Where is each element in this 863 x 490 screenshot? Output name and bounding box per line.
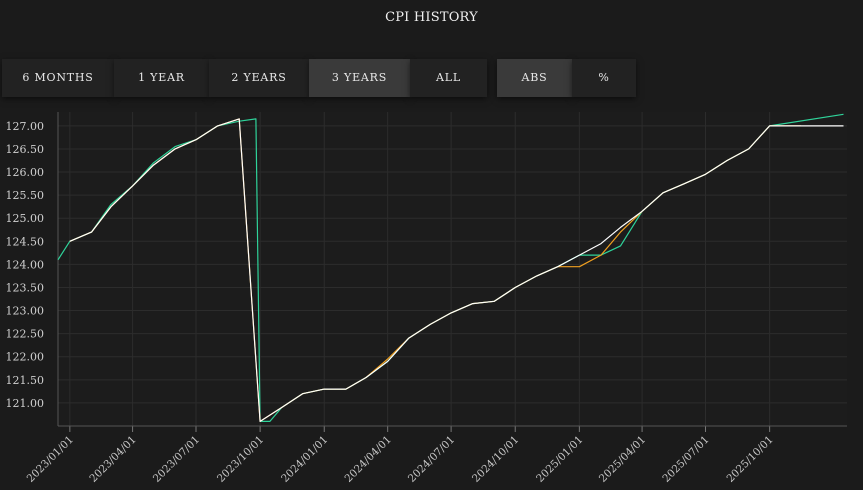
range-button-6-months[interactable]: 6 MONTHS <box>2 59 114 97</box>
range-button-all[interactable]: ALL <box>410 59 487 97</box>
chart-area: 121.00 121.50 122.00 122.50 123.00 123.50 124.… <box>0 106 863 490</box>
chart-title: CPI HISTORY <box>385 10 478 25</box>
mode-selector: ABS % <box>497 59 636 97</box>
y-tick-label: 123.00 <box>6 305 45 318</box>
mode-button-percent[interactable]: % <box>572 59 636 97</box>
y-tick-label: 125.50 <box>6 189 45 202</box>
y-tick-label: 126.00 <box>6 166 45 179</box>
range-button-1-year[interactable]: 1 YEAR <box>114 59 209 97</box>
mode-button-abs[interactable]: ABS <box>497 59 572 97</box>
x-tick-label: 2023/10/01 <box>215 434 266 485</box>
x-tick-label: 2023/04/01 <box>87 434 138 485</box>
y-tick-label: 122.00 <box>6 351 45 364</box>
y-tick-label: 124.00 <box>6 258 45 271</box>
x-tick-label: 2025/10/01 <box>724 434 775 485</box>
y-tick-label: 127.00 <box>6 120 45 133</box>
y-tick-label: 122.50 <box>6 328 45 341</box>
x-tick-label: 2025/01/01 <box>534 434 585 485</box>
y-tick-label: 126.50 <box>6 143 45 156</box>
range-button-2-years[interactable]: 2 YEARS <box>209 59 309 97</box>
x-tick-label: 2024/01/01 <box>279 434 330 485</box>
range-selector: 6 MONTHS 1 YEAR 2 YEARS 3 YEARS ALL <box>2 59 487 97</box>
x-tick-label: 2024/07/01 <box>406 434 457 485</box>
y-tick-label: 124.50 <box>6 235 45 248</box>
plot-background <box>58 112 847 426</box>
x-tick-label: 2023/01/01 <box>25 434 76 485</box>
y-tick-label: 125.00 <box>6 212 45 225</box>
x-tick-label: 2023/07/01 <box>151 434 202 485</box>
range-button-3-years[interactable]: 3 YEARS <box>309 59 410 97</box>
x-tick-label: 2025/04/01 <box>597 434 648 485</box>
x-tick-label: 2025/07/01 <box>660 434 711 485</box>
series-line-2 <box>69 118 844 422</box>
x-tick-label: 2024/10/01 <box>470 434 521 485</box>
x-tick-label: 2024/04/01 <box>343 434 394 485</box>
y-tick-label: 121.00 <box>6 397 45 410</box>
y-tick-label: 121.50 <box>6 374 45 387</box>
cpi-line-chart[interactable]: 121.00 121.50 122.00 122.50 123.00 123.50 124.… <box>0 106 863 490</box>
y-tick-label: 123.50 <box>6 281 45 294</box>
